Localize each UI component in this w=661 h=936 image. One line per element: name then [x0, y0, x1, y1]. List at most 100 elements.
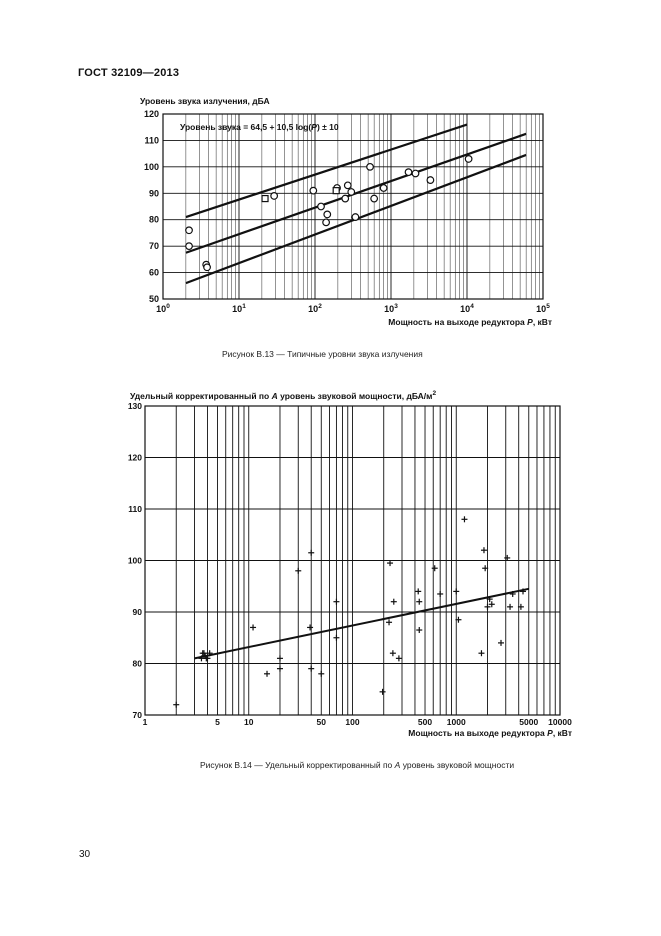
data-point-plus: [517, 603, 524, 610]
data-point-plus: [386, 619, 393, 626]
y-tick-label: 60: [149, 268, 159, 278]
data-point-circle: [404, 168, 413, 177]
regression-annotation: Уровень звука = 64,5 + 10,5 log(P) ± 10: [180, 122, 339, 132]
x-axis-label: Мощность на выходе редуктора P, кВт: [388, 317, 552, 327]
data-point-circle: [185, 226, 193, 235]
data-point-circle: [323, 210, 332, 219]
data-point-plus: [390, 598, 397, 605]
data-point-circle: [426, 176, 435, 184]
data-point-plus: [488, 601, 495, 608]
trend-line: [194, 587, 529, 660]
x-axis-label: Мощность на выходе редуктора P, кВт: [408, 728, 572, 738]
y-axis-label: Удельный корректированный по А уровень з…: [130, 390, 436, 401]
x-tick-label: 500: [418, 717, 432, 727]
data-point-plus: [308, 549, 315, 556]
data-point-circle: [317, 202, 325, 211]
y-tick-label: 80: [149, 215, 159, 225]
data-point-plus: [478, 650, 485, 657]
y-tick-label: 120: [128, 453, 142, 463]
data-point-plus: [453, 588, 460, 595]
figure-b14-caption: Рисунок В.14 — Удельный корректированный…: [200, 760, 514, 770]
y-tick-label: 50: [149, 294, 159, 304]
data-point-circle: [341, 194, 350, 203]
data-point-plus: [264, 670, 271, 677]
data-point-plus: [276, 665, 283, 672]
data-point-circle: [322, 218, 331, 227]
y-tick-label: 70: [149, 241, 159, 251]
chart-sound-levels: 50 60 70 80 90 100 110 120 100 101 102 103 104 105 Уро…: [140, 96, 552, 327]
data-point-plus: [509, 590, 516, 597]
data-point-circle: [203, 263, 211, 272]
data-point-plus: [520, 588, 527, 595]
data-point-plus: [395, 655, 402, 662]
y-tick-label: 80: [133, 659, 143, 669]
x-tick-label: 102: [308, 303, 322, 314]
data-point-plus: [484, 603, 491, 610]
data-point-plus: [437, 590, 444, 597]
data-point-plus: [173, 701, 180, 708]
data-point-plus: [387, 560, 394, 567]
data-point-plus: [416, 627, 423, 634]
x-tick-label: 5000: [519, 717, 538, 727]
data-point-plus: [482, 565, 489, 572]
x-tick-label: 5: [215, 717, 220, 727]
x-tick-label: 103: [384, 303, 398, 314]
data-point-plus: [416, 598, 423, 605]
chart-specific-sound-power: 70 80 90 100 110 120 130 1 5 10 50 100 500 1000 5000 10…: [128, 390, 572, 738]
data-point-plus: [276, 655, 283, 662]
x-tick-label: 1000: [447, 717, 466, 727]
data-point-plus: [206, 650, 213, 657]
data-point-plus: [379, 688, 386, 695]
figure-b14-caption-suffix: уровень звуковой мощности: [400, 760, 515, 770]
figure-b13-caption: Рисунок В.13 — Типичные уровни звука изл…: [222, 349, 423, 359]
data-point-circle: [343, 181, 352, 190]
y-tick-label: 130: [128, 401, 142, 411]
figure-b14-caption-italic: А: [394, 760, 401, 770]
data-point-plus: [318, 670, 325, 677]
data-point-plus: [308, 665, 315, 672]
x-tick-label: 10000: [548, 717, 572, 727]
data-point-circle: [366, 162, 374, 171]
data-point-circle: [464, 155, 473, 163]
regression-line-upper: [185, 123, 468, 219]
plot-frame: [162, 113, 544, 300]
page-number: 30: [79, 849, 91, 860]
x-tick-label: 50: [317, 717, 327, 727]
x-tick-label: 100: [156, 303, 170, 314]
data-point-circle: [351, 213, 360, 221]
data-point-plus: [455, 616, 462, 623]
x-tick-label: 100: [345, 717, 359, 727]
data-point-plus: [461, 516, 468, 523]
y-tick-label: 90: [149, 188, 159, 198]
y-tick-label: 120: [144, 109, 159, 119]
data-point-plus: [333, 598, 340, 605]
x-tick-label: 10: [244, 717, 254, 727]
data-point-plus: [504, 554, 511, 561]
regression-line-center: [185, 132, 527, 254]
x-tick-label: 1: [143, 717, 148, 727]
y-tick-label: 110: [128, 504, 142, 514]
data-point-plus: [480, 547, 487, 554]
data-point-square: [261, 194, 269, 203]
data-point-plus: [415, 588, 422, 595]
data-point-plus: [498, 639, 505, 646]
x-tick-label: 104: [460, 303, 474, 314]
data-point-plus: [250, 624, 257, 631]
x-tick-label: 105: [536, 303, 550, 314]
data-point-plus: [203, 655, 210, 662]
data-point-circle: [347, 188, 356, 196]
data-point-circle: [411, 169, 420, 178]
data-point-circle: [270, 192, 279, 200]
data-point-circle: [185, 242, 193, 251]
data-point-plus: [507, 603, 514, 610]
data-point-square: [332, 187, 340, 195]
data-point-plus: [389, 650, 396, 657]
x-tick-label: 101: [232, 303, 246, 314]
y-tick-label: 70: [133, 710, 143, 720]
y-axis-label: Уровень звука излучения, дБА: [140, 96, 270, 106]
data-point-circle: [309, 186, 318, 195]
plot-frame: [144, 405, 561, 716]
data-point-plus: [295, 567, 302, 574]
data-point-plus: [431, 565, 438, 572]
y-tick-label: 100: [128, 556, 142, 566]
